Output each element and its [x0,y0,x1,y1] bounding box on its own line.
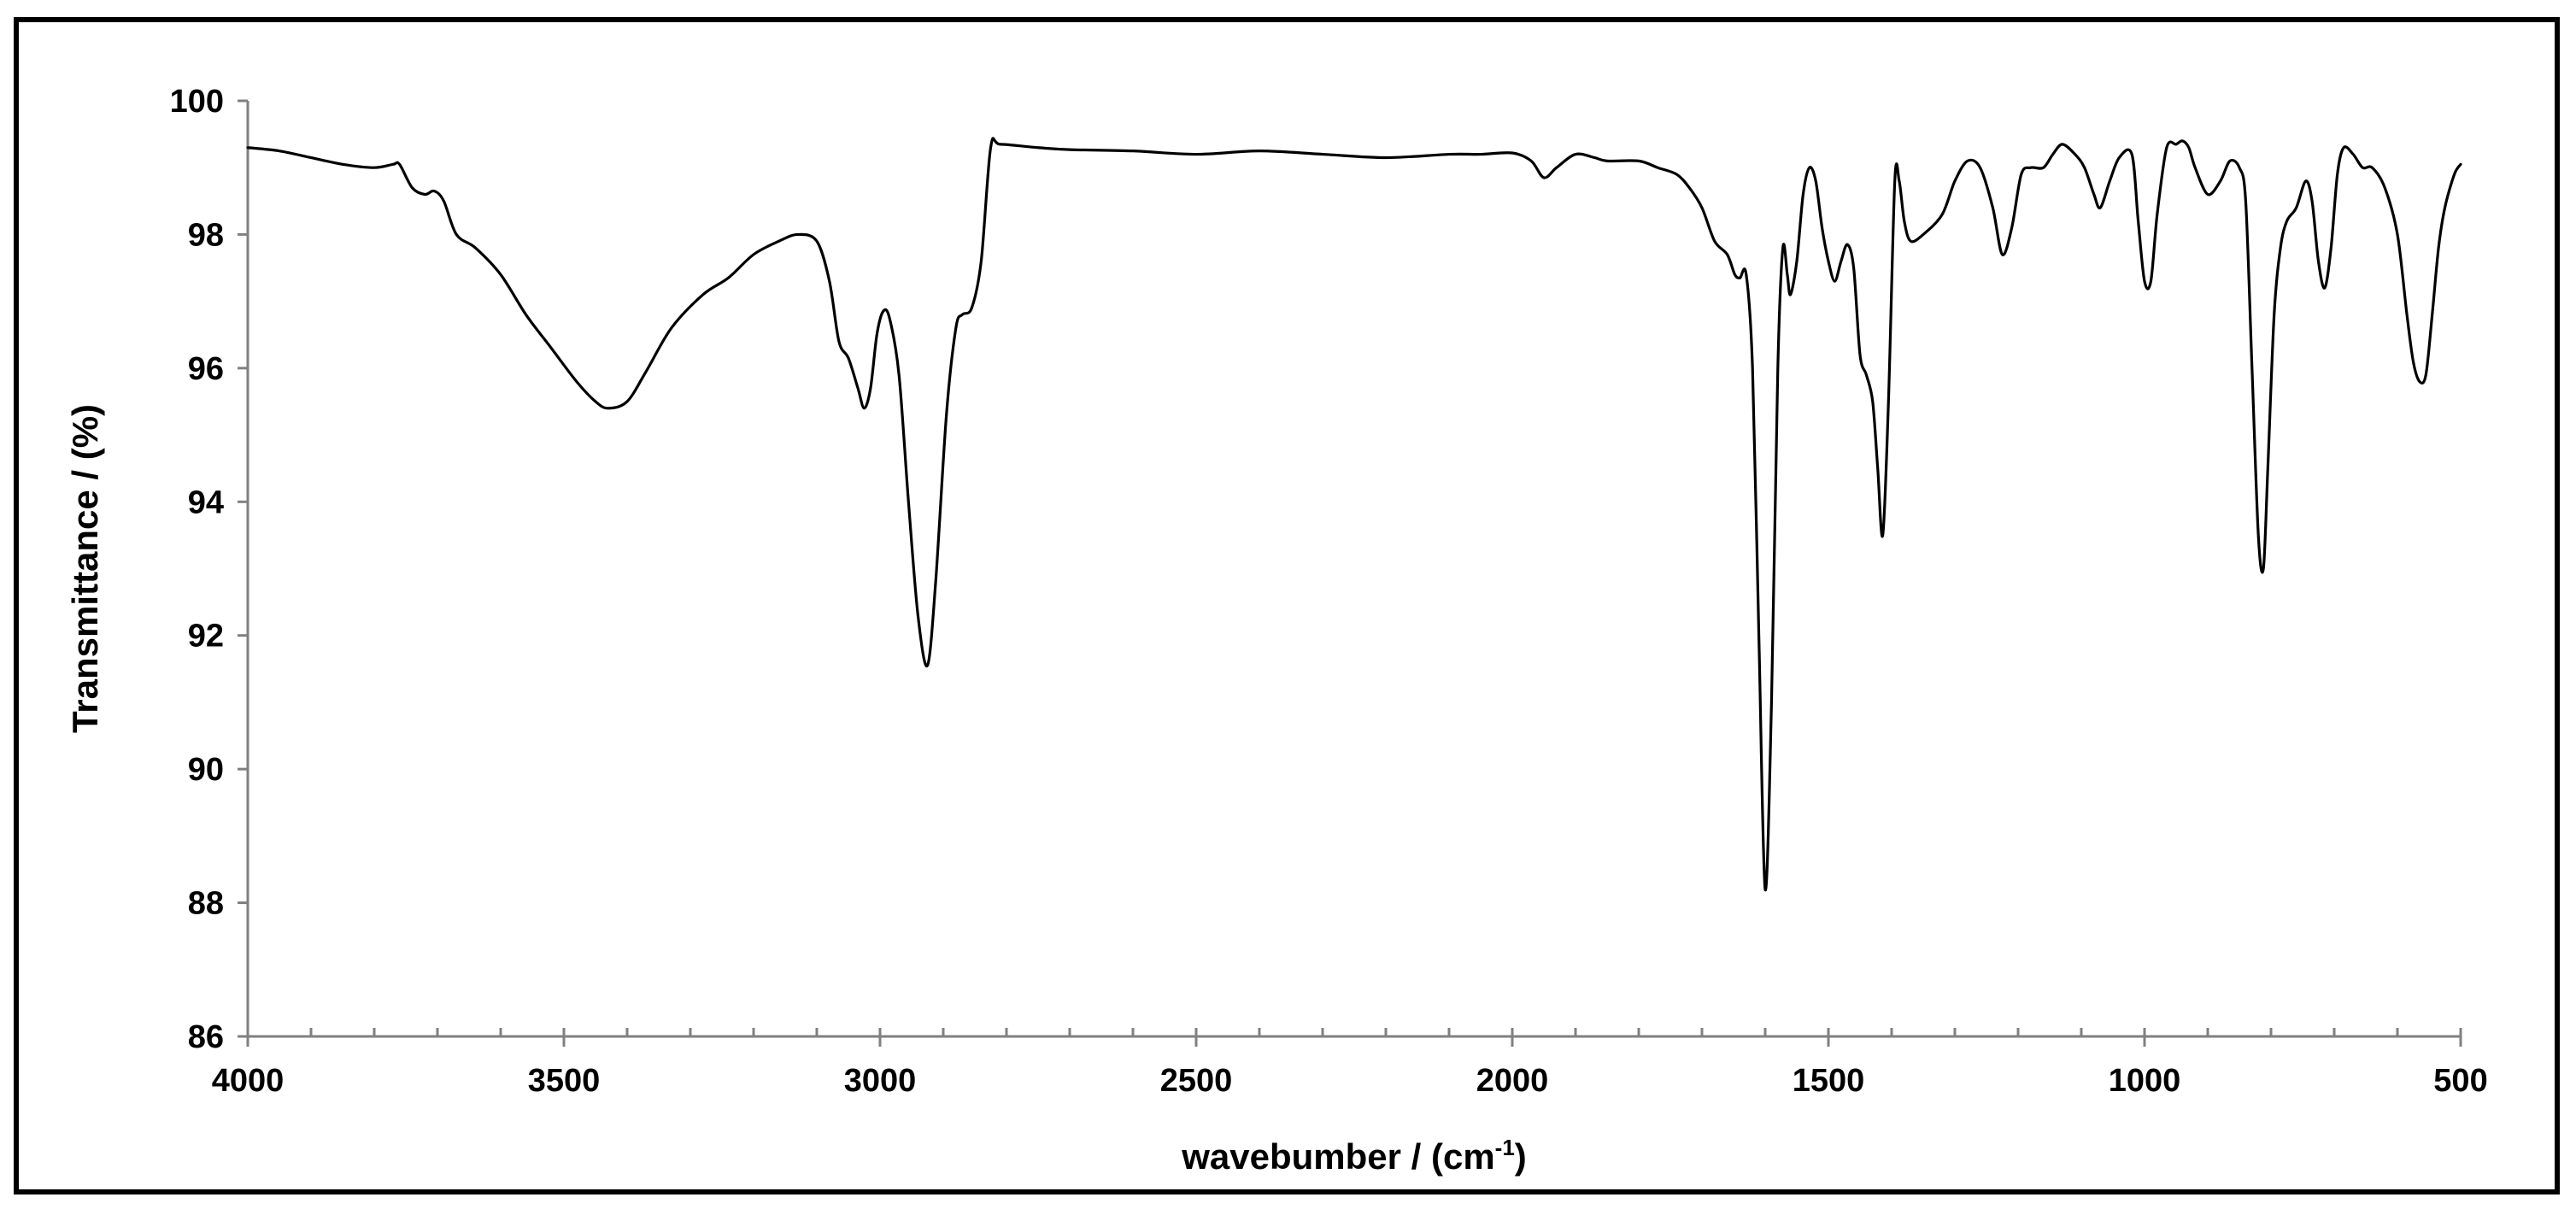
series-line-transmittance [246,137,2462,892]
y-tick-label: 90 [188,752,224,788]
x-tick-label: 2000 [1476,1063,1549,1099]
x-tick-label: 2500 [1160,1063,1233,1099]
x-axis-title-suffix: ) [1515,1136,1527,1177]
x-tick-label: 3000 [844,1063,917,1099]
y-ticks: 86 88 90 92 94 96 98 100 [170,84,248,1055]
chart-frame: 86 88 90 92 94 96 98 100 4000 3500 3000 2500 2000 15… [14,17,2560,1194]
y-tick-label: 100 [170,84,224,120]
x-axis-title-superscript: -1 [1495,1135,1515,1160]
x-ticks: 4000 3500 3000 2500 2000 1500 1000 500 [212,1036,2488,1099]
y-tick-label: 86 [188,1019,224,1055]
y-tick-label: 92 [188,619,224,654]
x-axis-title-text: wavebumber / (cm [1181,1136,1494,1177]
x-minor-ticks [246,1028,2462,1036]
x-tick-label: 500 [2433,1063,2487,1099]
y-axis-title: Transmittance / (%) [65,404,105,733]
axes [246,101,2461,1038]
y-tick-label: 88 [188,886,224,922]
y-tick-label: 96 [188,351,224,387]
y-tick-label: 94 [188,484,224,520]
x-tick-label: 3500 [528,1063,601,1099]
x-tick-label: 4000 [212,1063,285,1099]
x-tick-label: 1500 [1793,1063,1865,1099]
y-tick-label: 98 [188,217,224,253]
ir-spectrum-chart: 86 88 90 92 94 96 98 100 4000 3500 3000 2500 2000 15… [65,84,2488,1177]
x-tick-label: 1000 [2109,1063,2181,1099]
x-axis-title: wavebumber / (cm-1) [1181,1135,1527,1177]
